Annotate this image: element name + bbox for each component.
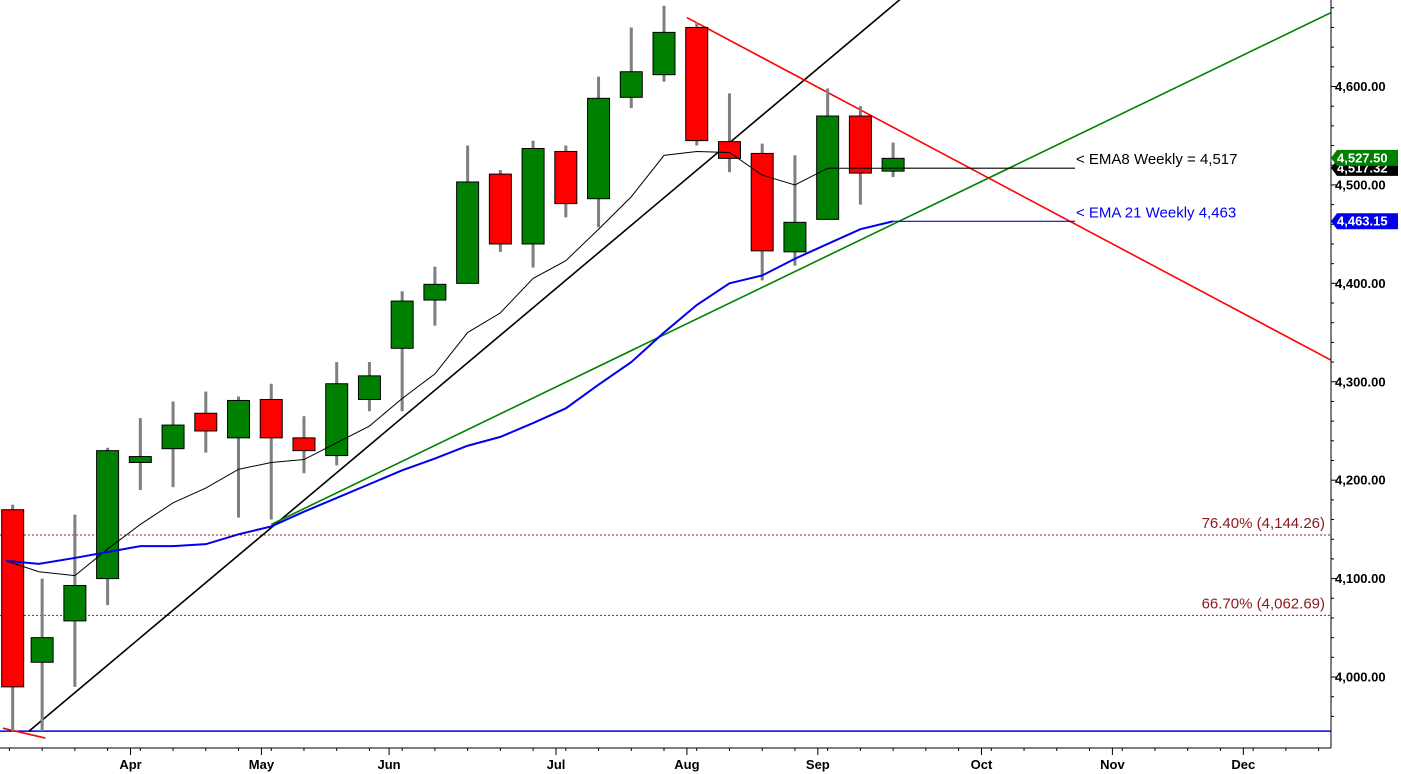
candle-13 [423, 266, 447, 326]
candle-body-13 [423, 283, 447, 301]
candle-9 [292, 416, 316, 474]
trendline-2 [686, 16, 1331, 362]
candle-body-2 [63, 584, 87, 622]
ema21-line [6, 220, 894, 565]
candle-22 [717, 93, 741, 173]
last-price-badge-text: 4,527.50 [1337, 150, 1388, 165]
candle-3 [96, 447, 120, 606]
candle-body-22 [717, 141, 741, 159]
trendline-0 [28, 0, 901, 732]
candle-body-10 [325, 383, 349, 457]
candle-12 [390, 291, 414, 412]
ema-lines [5, 150, 894, 577]
fib-label-0: 76.40% (4,144.26) [1202, 515, 1325, 532]
x-tick-label: Nov [1100, 757, 1125, 772]
candle-21 [685, 22, 709, 146]
x-tick-label: Aug [674, 757, 699, 772]
candle-15 [488, 170, 512, 252]
price-badges: 4,517.324,527.504,463.15 [1331, 149, 1398, 230]
y-tick-label: 4,100.00 [1335, 571, 1386, 586]
x-tick-label: Jun [378, 757, 401, 772]
candle-body-21 [685, 26, 709, 142]
candle-body-11 [357, 375, 381, 400]
candle-0 [1, 504, 25, 732]
last-price-badge: 4,527.50 [1331, 149, 1398, 166]
y-tick-label: 4,600.00 [1335, 79, 1386, 94]
candle-body-7 [227, 399, 251, 439]
ema8-annotation: < EMA8 Weekly = 4,517 [1076, 151, 1237, 168]
candle-2 [63, 514, 87, 687]
x-tick-label: Oct [971, 757, 993, 772]
ema8-line [5, 150, 894, 577]
y-tick-label: 4,300.00 [1335, 374, 1386, 389]
x-tick-label: Jul [547, 757, 566, 772]
candle-body-18 [587, 97, 611, 200]
candle-7 [227, 396, 251, 518]
candle-body-17 [554, 150, 578, 205]
candles [1, 5, 905, 732]
y-tick-label: 4,200.00 [1335, 473, 1386, 488]
candle-body-8 [259, 398, 283, 439]
trendlines [2, 0, 1331, 739]
candle-14 [456, 145, 480, 284]
fib-label-1: 66.70% (4,062.69) [1202, 595, 1325, 612]
candle-11 [357, 362, 381, 412]
candle-body-20 [652, 31, 676, 76]
ema21-annotation: < EMA 21 Weekly 4,463 [1076, 204, 1236, 221]
candle-1 [30, 578, 54, 732]
fibonacci-levels: 76.40% (4,144.26) 66.70% (4,062.69) [0, 515, 1331, 616]
candle-27 [881, 142, 905, 178]
y-tick-label: 4,000.00 [1335, 670, 1386, 685]
candle-5 [161, 401, 185, 488]
candle-body-1 [30, 637, 54, 663]
candle-16 [521, 140, 545, 268]
candle-body-27 [881, 157, 905, 172]
candle-body-6 [194, 412, 218, 432]
candle-23 [750, 143, 774, 281]
candle-8 [259, 383, 283, 520]
x-tick-label: May [249, 757, 275, 772]
candle-body-16 [521, 148, 545, 245]
candle-4 [128, 418, 152, 491]
x-tick-label: Sep [806, 757, 830, 772]
candle-body-15 [488, 173, 512, 245]
ema21-value-badge-shape [1331, 213, 1398, 230]
candle-body-4 [128, 456, 152, 463]
ema21-value-badge-text: 4,463.15 [1337, 214, 1388, 229]
candle-17 [554, 145, 578, 218]
ema-annotations: < EMA8 Weekly = 4,517 < EMA 21 Weekly 4,4… [893, 151, 1237, 222]
trendline-3 [2, 727, 46, 739]
candle-body-0 [1, 509, 25, 688]
candle-24 [783, 155, 807, 266]
candle-26 [848, 106, 872, 205]
candle-body-3 [96, 450, 120, 580]
last-price-badge-shape [1331, 149, 1398, 166]
candle-19 [619, 27, 643, 109]
x-tick-label: Apr [119, 757, 141, 772]
candle-6 [194, 391, 218, 453]
trendline-1 [270, 11, 1331, 526]
candle-body-24 [783, 221, 807, 253]
candle-body-23 [750, 152, 774, 252]
candle-18 [587, 76, 611, 228]
x-tick-label: Dec [1231, 757, 1255, 772]
ema21-value-badge: 4,463.15 [1331, 213, 1398, 230]
candle-body-19 [619, 71, 643, 98]
candle-25 [816, 88, 840, 220]
candle-body-5 [161, 424, 185, 450]
candle-10 [325, 362, 349, 466]
y-tick-label: 4,400.00 [1335, 276, 1386, 291]
candle-body-26 [848, 115, 872, 174]
candle-body-9 [292, 437, 316, 452]
candle-20 [652, 5, 676, 82]
candle-body-12 [390, 300, 414, 349]
y-tick-label: 4,500.00 [1335, 177, 1386, 192]
candle-body-14 [456, 181, 480, 284]
